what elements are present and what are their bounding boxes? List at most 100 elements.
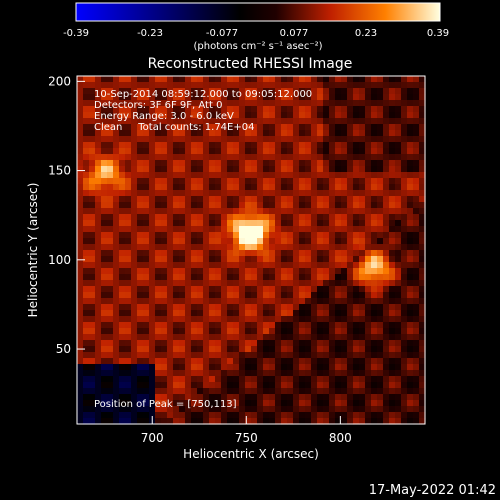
heatmap-cell	[245, 298, 252, 305]
heatmap-cell	[311, 406, 318, 413]
heatmap-cell	[125, 148, 132, 155]
heatmap-cell	[155, 388, 162, 395]
heatmap-cell	[101, 100, 108, 107]
heatmap-cell	[125, 226, 132, 233]
heatmap-cell	[251, 328, 258, 335]
heatmap-cell	[275, 112, 282, 119]
heatmap-cell	[197, 100, 204, 107]
heatmap-cell	[269, 322, 276, 329]
heatmap-cell	[191, 178, 198, 185]
heatmap-cell	[365, 124, 372, 131]
heatmap-cell	[149, 178, 156, 185]
heatmap-cell	[167, 226, 174, 233]
heatmap-cell	[257, 244, 264, 251]
heatmap-cell	[137, 148, 144, 155]
heatmap-cell	[401, 82, 408, 89]
heatmap-cell	[407, 328, 414, 335]
heatmap-cell	[389, 220, 396, 227]
heatmap-cell	[107, 118, 114, 125]
heatmap-cell	[281, 262, 288, 269]
heatmap-image	[77, 76, 426, 425]
heatmap-cell	[293, 202, 300, 209]
heatmap-cell	[101, 250, 108, 257]
heatmap-cell	[329, 94, 336, 101]
heatmap-cell	[317, 364, 324, 371]
heatmap-cell	[395, 244, 402, 251]
heatmap-cell	[191, 94, 198, 101]
heatmap-cell	[101, 388, 108, 395]
heatmap-cell	[359, 196, 366, 203]
heatmap-cell	[83, 100, 90, 107]
heatmap-cell	[377, 178, 384, 185]
heatmap-cell	[89, 346, 96, 353]
heatmap-cell	[419, 346, 426, 353]
heatmap-cell	[305, 274, 312, 281]
heatmap-cell	[383, 232, 390, 239]
heatmap-cell	[221, 382, 228, 389]
heatmap-cell	[359, 244, 366, 251]
heatmap-cell	[263, 418, 270, 425]
heatmap-cell	[143, 76, 150, 83]
heatmap-cell	[413, 304, 420, 311]
heatmap-cell	[125, 292, 132, 299]
heatmap-cell	[341, 298, 348, 305]
heatmap-cell	[305, 124, 312, 131]
heatmap-cell	[419, 310, 426, 317]
heatmap-cell	[353, 370, 360, 377]
heatmap-cell	[215, 256, 222, 263]
heatmap-cell	[281, 418, 288, 425]
heatmap-cell	[239, 106, 246, 113]
heatmap-cell	[191, 148, 198, 155]
heatmap-cell	[251, 130, 258, 137]
heatmap-cell	[371, 406, 378, 413]
heatmap-cell	[263, 196, 270, 203]
heatmap-cell	[323, 124, 330, 131]
heatmap-cell	[251, 160, 258, 167]
heatmap-cell	[89, 316, 96, 323]
heatmap-cell	[179, 274, 186, 281]
heatmap-cell	[347, 202, 354, 209]
heatmap-cell	[155, 214, 162, 221]
heatmap-cell	[197, 124, 204, 131]
heatmap-cell	[149, 274, 156, 281]
heatmap-cell	[83, 232, 90, 239]
heatmap-cell	[353, 262, 360, 269]
heatmap-cell	[389, 112, 396, 119]
heatmap-cell	[107, 172, 114, 179]
heatmap-cell	[179, 88, 186, 95]
heatmap-cell	[137, 142, 144, 149]
heatmap-cell	[407, 322, 414, 329]
heatmap-cell	[239, 214, 246, 221]
heatmap-cell	[329, 400, 336, 407]
heatmap-cell	[335, 388, 342, 395]
heatmap-cell	[389, 244, 396, 251]
heatmap-cell	[89, 310, 96, 317]
heatmap-cell	[173, 304, 180, 311]
heatmap-cell	[293, 214, 300, 221]
heatmap-cell	[263, 298, 270, 305]
heatmap-cell	[131, 208, 138, 215]
heatmap-cell	[323, 346, 330, 353]
heatmap-cell	[119, 106, 126, 113]
heatmap-cell	[293, 244, 300, 251]
heatmap-cell	[407, 406, 414, 413]
heatmap-cell	[251, 262, 258, 269]
heatmap-cell	[113, 256, 120, 263]
heatmap-cell	[263, 76, 270, 83]
heatmap-cell	[131, 112, 138, 119]
heatmap-cell	[353, 100, 360, 107]
heatmap-cell	[257, 124, 264, 131]
heatmap-cell	[197, 142, 204, 149]
heatmap-cell	[89, 130, 96, 137]
heatmap-cell	[197, 346, 204, 353]
heatmap-cell	[269, 388, 276, 395]
heatmap-cell	[203, 262, 210, 269]
heatmap-cell	[401, 304, 408, 311]
heatmap-cell	[323, 280, 330, 287]
heatmap-cell	[215, 76, 222, 83]
heatmap-cell	[143, 142, 150, 149]
heatmap-cell	[203, 382, 210, 389]
heatmap-cell	[287, 142, 294, 149]
heatmap-cell	[113, 382, 120, 389]
heatmap-cell	[251, 358, 258, 365]
